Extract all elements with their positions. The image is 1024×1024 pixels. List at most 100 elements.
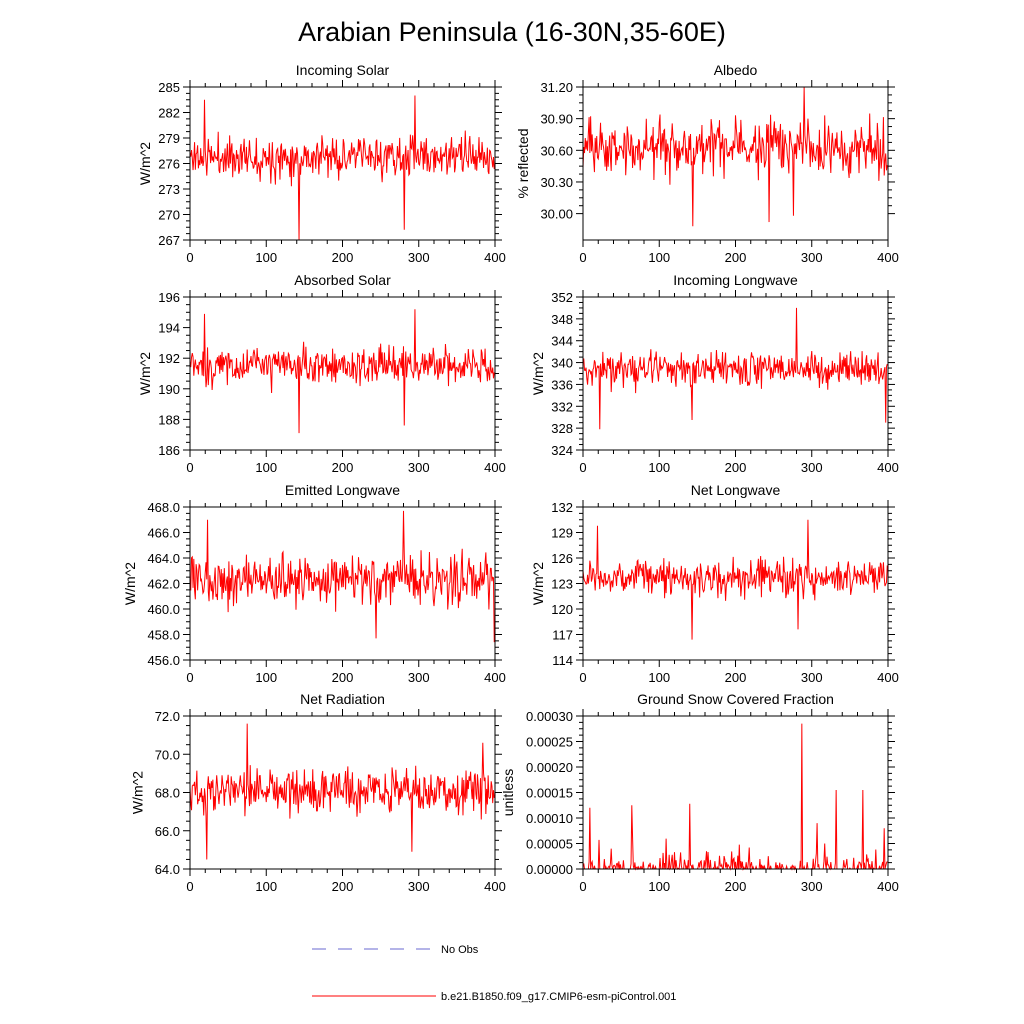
- x-tick-label: 400: [877, 879, 899, 894]
- panels: 0 100 200 300 400 267 270 273 276 279 282 285 Incomi…: [122, 62, 899, 894]
- x-tick-label: 0: [186, 460, 193, 475]
- y-tick-label: 196: [158, 290, 180, 305]
- y-tick-label: 188: [158, 412, 180, 427]
- y-tick-label: 123: [551, 577, 573, 592]
- x-tick-label: 300: [801, 460, 823, 475]
- series-line: [582, 723, 888, 871]
- x-tick-label: 0: [579, 670, 586, 685]
- panel-title: Net Radiation: [300, 691, 385, 707]
- y-tick-label: 120: [551, 602, 573, 617]
- x-tick-label: 0: [186, 250, 193, 265]
- y-tick-label: 72.0: [155, 709, 180, 724]
- x-tick-label: 300: [408, 670, 430, 685]
- panel-title: Emitted Longwave: [285, 482, 400, 498]
- y-tick-label: 0.00000: [526, 862, 573, 877]
- y-tick-label: 344: [551, 334, 573, 349]
- y-tick-label: 194: [158, 321, 180, 336]
- x-tick-label: 400: [877, 460, 899, 475]
- panel-title: Incoming Solar: [296, 62, 390, 78]
- panel-net-radiation: 0 100 200 300 400 64.0 66.0 68.0 70.0 72.0 Net Rad…: [129, 691, 505, 894]
- panel-title: Net Longwave: [691, 482, 781, 498]
- y-tick-label: 0.00010: [526, 811, 573, 826]
- panel-absorbed-solar: 0 100 200 300 400 186 188 190 192 194 196 Absorbed …: [137, 272, 506, 475]
- y-tick-label: 468.0: [147, 500, 180, 515]
- x-tick-label: 200: [725, 460, 747, 475]
- y-tick-label: 30.90: [540, 112, 573, 127]
- x-tick-label: 0: [579, 879, 586, 894]
- y-tick-label: 0.00020: [526, 760, 573, 775]
- y-tick-label: 282: [158, 106, 180, 121]
- y-tick-label: 0.00015: [526, 786, 573, 801]
- y-tick-label: 64.0: [155, 862, 180, 877]
- y-tick-label: 132: [551, 500, 573, 515]
- x-tick-label: 0: [579, 460, 586, 475]
- panel-incoming-solar: 0 100 200 300 400 267 270 273 276 279 282 285 Incomi…: [137, 62, 506, 265]
- y-tick-label: 270: [158, 208, 180, 223]
- x-tick-label: 400: [877, 250, 899, 265]
- y-tick-label: 192: [158, 351, 180, 366]
- x-tick-label: 200: [725, 670, 747, 685]
- x-tick-label: 100: [255, 670, 277, 685]
- panel-net-longwave: 0 100 200 300 400 114 117 120 123 126 129 132 Net Lo…: [530, 482, 899, 685]
- y-axis-label: W/m^2: [530, 352, 546, 395]
- x-tick-label: 0: [186, 879, 193, 894]
- y-axis-label: W/m^2: [137, 352, 153, 395]
- x-tick-label: 300: [801, 670, 823, 685]
- x-tick-label: 300: [801, 879, 823, 894]
- panel-emitted-longwave: 0 100 200 300 400 456.0 458.0 460.0 462.0 464.0 46…: [122, 482, 506, 685]
- plot-frame: [582, 296, 889, 451]
- x-tick-label: 200: [332, 879, 354, 894]
- y-tick-label: 328: [551, 421, 573, 436]
- y-tick-label: 114: [552, 653, 573, 668]
- y-tick-label: 0.00005: [526, 837, 573, 852]
- x-tick-label: 100: [255, 460, 277, 475]
- x-tick-label: 300: [408, 879, 430, 894]
- y-tick-label: 336: [551, 377, 573, 392]
- panel-title: Absorbed Solar: [294, 272, 391, 288]
- y-tick-label: 324: [551, 443, 573, 458]
- panel-incoming-longwave: 0 100 200 300 400 324 328 332 336 340 344 348 352 Inc…: [530, 272, 899, 475]
- x-tick-label: 400: [484, 250, 506, 265]
- x-tick-label: 300: [408, 250, 430, 265]
- y-tick-label: 456.0: [147, 653, 180, 668]
- series-line: [189, 723, 495, 860]
- y-tick-label: 466.0: [147, 526, 180, 541]
- x-tick-label: 400: [484, 460, 506, 475]
- y-tick-label: 66.0: [155, 824, 180, 839]
- y-axis-label: W/m^2: [129, 771, 145, 814]
- y-tick-label: 279: [158, 131, 180, 146]
- figure-title: Arabian Peninsula (16-30N,35-60E): [298, 17, 726, 47]
- y-tick-label: 332: [551, 399, 573, 414]
- y-tick-label: 267: [158, 233, 180, 248]
- panel-title: Albedo: [714, 62, 758, 78]
- x-tick-label: 100: [648, 250, 670, 265]
- y-tick-label: 117: [552, 628, 573, 643]
- series-line: [189, 510, 495, 643]
- legend: No Obs b.e21.B1850.f09_g17.CMIP6-esm-piC…: [312, 944, 676, 1003]
- x-tick-label: 0: [579, 250, 586, 265]
- y-axis-label: W/m^2: [122, 562, 138, 605]
- y-tick-label: 30.60: [540, 143, 573, 158]
- x-tick-label: 200: [332, 670, 354, 685]
- y-axis-label: W/m^2: [530, 562, 546, 605]
- y-tick-label: 348: [551, 312, 573, 327]
- x-tick-label: 300: [801, 250, 823, 265]
- series-line: [189, 309, 495, 434]
- x-tick-label: 400: [877, 670, 899, 685]
- x-tick-label: 100: [255, 250, 277, 265]
- series-line: [582, 307, 888, 430]
- y-tick-label: 458.0: [147, 628, 180, 643]
- panel-title: Ground Snow Covered Fraction: [637, 691, 834, 707]
- y-tick-label: 30.30: [540, 175, 573, 190]
- x-tick-label: 400: [484, 670, 506, 685]
- y-tick-label: 464.0: [147, 551, 180, 566]
- y-axis-label: unitless: [500, 769, 516, 816]
- x-tick-label: 100: [648, 670, 670, 685]
- y-tick-label: 0.00030: [526, 709, 573, 724]
- y-tick-label: 276: [158, 157, 180, 172]
- panel-ground-snow-covered-fraction: 0 100 200 300 400 0.00000 0.00005 0.00010 0.0001…: [500, 691, 899, 894]
- y-tick-label: 31.20: [540, 80, 573, 95]
- y-tick-label: 190: [158, 382, 180, 397]
- plot-frame: [582, 86, 889, 241]
